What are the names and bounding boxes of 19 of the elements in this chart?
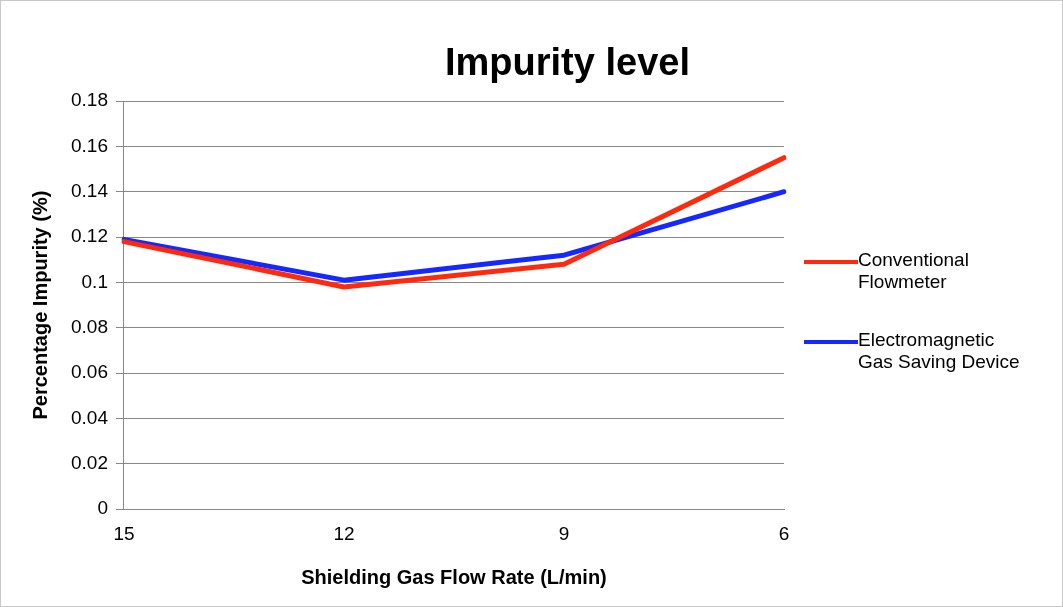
y-tick-label: 0.04: [71, 406, 109, 428]
x-tick-label: 9: [558, 522, 570, 544]
x-axis-title: Shielding Gas Flow Rate (L/min): [301, 565, 607, 588]
y-tick-label: 0: [97, 497, 108, 519]
y-tick-label: 0.1: [81, 270, 108, 292]
x-tick-label: 6: [778, 522, 790, 544]
y-tick-label: 0.06: [71, 361, 108, 383]
legend-label: Electromagnetic Gas Saving Device: [858, 329, 1021, 373]
y-tick-label: 0.08: [71, 316, 108, 338]
y-axis-title: Percentage Impurity (%): [28, 190, 51, 420]
y-tick-label: 0.18: [71, 89, 108, 111]
y-tick-label: 0.02: [71, 452, 108, 474]
legend-label: Conventional Flowmeter: [858, 249, 970, 293]
x-tick-label: 12: [333, 522, 355, 544]
y-tick-label: 0.14: [71, 179, 109, 201]
y-tick-label: 0.12: [71, 225, 108, 247]
chart-title: Impurity level: [444, 41, 691, 84]
y-tick-label: 0.16: [71, 134, 108, 156]
x-tick-label: 15: [113, 522, 135, 544]
